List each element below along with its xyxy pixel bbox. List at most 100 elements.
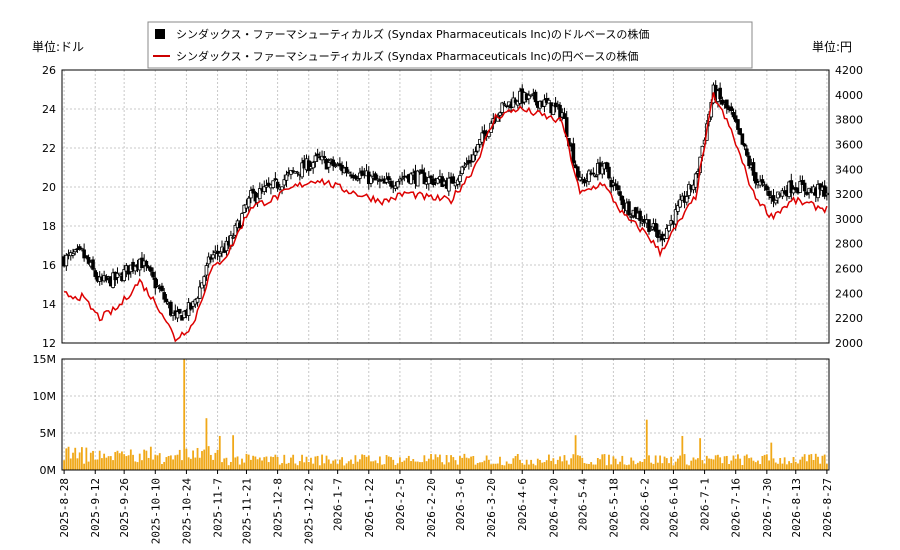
right-tick-label: 3000 (835, 213, 863, 226)
candle (231, 233, 235, 239)
candle (289, 169, 293, 180)
candle (498, 111, 502, 122)
candle (206, 252, 211, 268)
volume-bar (92, 450, 94, 470)
candle-body (389, 180, 393, 187)
volume-bar (221, 462, 223, 470)
candle-body (266, 182, 271, 187)
volume-bar (434, 454, 437, 470)
candle-body (664, 228, 669, 239)
volume-bar (203, 449, 206, 470)
candle-body (353, 175, 358, 179)
volume-bar (483, 460, 486, 470)
volume-bar (78, 452, 81, 470)
volume-bar (536, 458, 539, 470)
candle-body (571, 143, 576, 164)
volume-bar (96, 459, 99, 470)
candle-body (322, 156, 327, 159)
volume-bar (725, 455, 728, 470)
volume-bar (341, 457, 343, 470)
candle (253, 190, 258, 205)
volume-bar (668, 463, 670, 470)
candle-body (233, 225, 238, 236)
volume-bar (565, 460, 568, 470)
candle (573, 160, 578, 169)
volume-bar (665, 458, 668, 470)
candle (398, 175, 402, 185)
volume-bar (532, 463, 535, 470)
volume-bar (156, 455, 159, 470)
candle (738, 128, 742, 136)
volume-bar (605, 465, 608, 470)
x-tick-label: 2026-2-20 (425, 478, 438, 538)
candle (789, 173, 794, 200)
candle (264, 179, 269, 193)
candle-body (793, 187, 798, 191)
candle (195, 296, 200, 307)
left-tick-label: 26 (42, 64, 56, 77)
candle-body (346, 171, 351, 174)
candle-body (656, 229, 660, 238)
candle-body (93, 270, 98, 277)
candle (451, 173, 456, 184)
volume-bar (330, 463, 332, 470)
volume-bar (338, 459, 341, 470)
x-tick-label: 2026-1-22 (363, 478, 376, 538)
volume-bar (267, 462, 270, 470)
candle-body (529, 94, 533, 97)
volume-bar (487, 459, 490, 470)
volume-bar (169, 455, 172, 470)
volume-bar (89, 452, 92, 470)
volume-bar (196, 447, 199, 470)
candle (333, 162, 338, 169)
candle-body (77, 246, 82, 249)
volume-bar (523, 464, 526, 470)
x-tick-label: 2026-8-13 (790, 478, 803, 538)
candle (667, 224, 671, 233)
volume-bar (107, 456, 110, 470)
volume-bar (421, 462, 424, 470)
candle (151, 267, 155, 280)
candle (300, 157, 304, 180)
volume-bar (821, 455, 824, 470)
candle-body (395, 181, 400, 188)
volume-bar (763, 454, 766, 470)
volume-bar (74, 447, 77, 470)
volume-bar (161, 464, 163, 470)
candle (284, 170, 289, 187)
right-tick-label: 2400 (835, 287, 863, 300)
volume-bar (361, 454, 364, 470)
candle-body (313, 155, 318, 162)
x-tick-label: 2026-3-6 (454, 478, 467, 531)
candle (111, 268, 115, 289)
volume-bar (819, 463, 822, 470)
candle-body (562, 113, 567, 119)
candle (753, 171, 758, 189)
candle (149, 265, 153, 276)
volume-bar (721, 463, 724, 470)
volume-bar (801, 456, 804, 470)
candle-body (84, 255, 89, 258)
volume-bar (285, 463, 288, 470)
right-tick-label: 3400 (835, 163, 863, 176)
candle (825, 186, 829, 201)
volume-bar (154, 454, 157, 470)
volume-bar (365, 456, 368, 470)
candle-body (202, 276, 207, 286)
candle-body (82, 249, 86, 259)
volume-bar (765, 454, 768, 470)
candle-body (104, 276, 109, 281)
candle-body (464, 162, 469, 165)
volume-bar (550, 460, 553, 470)
candle-body (415, 170, 420, 187)
volume-bar (737, 454, 739, 470)
volume-bar (719, 457, 722, 470)
left-tick-label: 18 (42, 220, 56, 233)
volume-bar (445, 455, 448, 470)
candle (751, 158, 756, 182)
x-tick-label: 2025-12-22 (303, 478, 316, 544)
candle-body (455, 179, 460, 185)
candle (620, 195, 625, 211)
right-tick-label: 2200 (835, 312, 863, 325)
candle (462, 162, 467, 171)
